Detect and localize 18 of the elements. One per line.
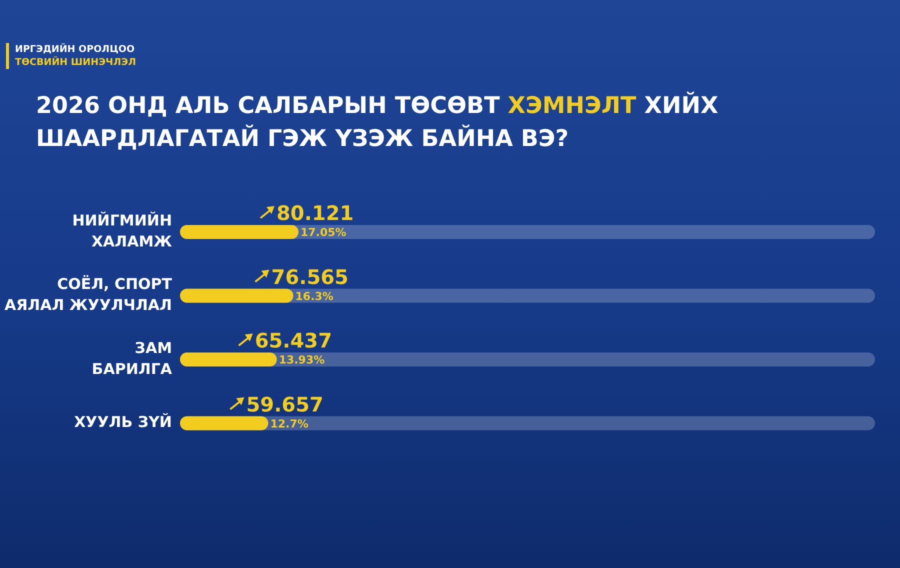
bar (180, 288, 294, 303)
bar (180, 352, 277, 366)
bar (180, 416, 268, 430)
bar (180, 225, 298, 239)
y-tick-label: ЗАМ БАРИЛГА (92, 338, 172, 378)
y-tick-label: ХУУЛЬ ЗҮЙ (74, 413, 172, 432)
data-label: 13.93% (278, 354, 325, 366)
text: ИРГЭДИЙН ОРОЛЦОО ТӨСВИЙН ШИНЭЧЛЭЛ (15, 43, 136, 69)
annotation: 80.121 (276, 201, 354, 225)
data-label: 17.05% (300, 226, 346, 239)
annotation: 59.657 (246, 392, 324, 416)
data-label: 12.7% (270, 417, 308, 430)
y-tick-label: НИЙГМИЙН ХАЛАМЖ (72, 211, 173, 250)
annotation: 76.565 (271, 264, 348, 289)
annotation: 65.437 (254, 328, 332, 352)
chart-title: 2026 ОНД АЛЬ САЛБАРЫН ТӨСӨВТ ХЭМНЭЛТ ХИЙХ ШААРДЛАГАТАЙ ГЭЖ ҮЗЭЖ БАЙНА ВЭ? (36, 93, 718, 152)
data-label: 16.3% (295, 290, 334, 303)
y-tick-label: СОЁЛ, СПОРТ АЯЛАЛ ЖУУЛЧЛАЛ (4, 275, 173, 314)
